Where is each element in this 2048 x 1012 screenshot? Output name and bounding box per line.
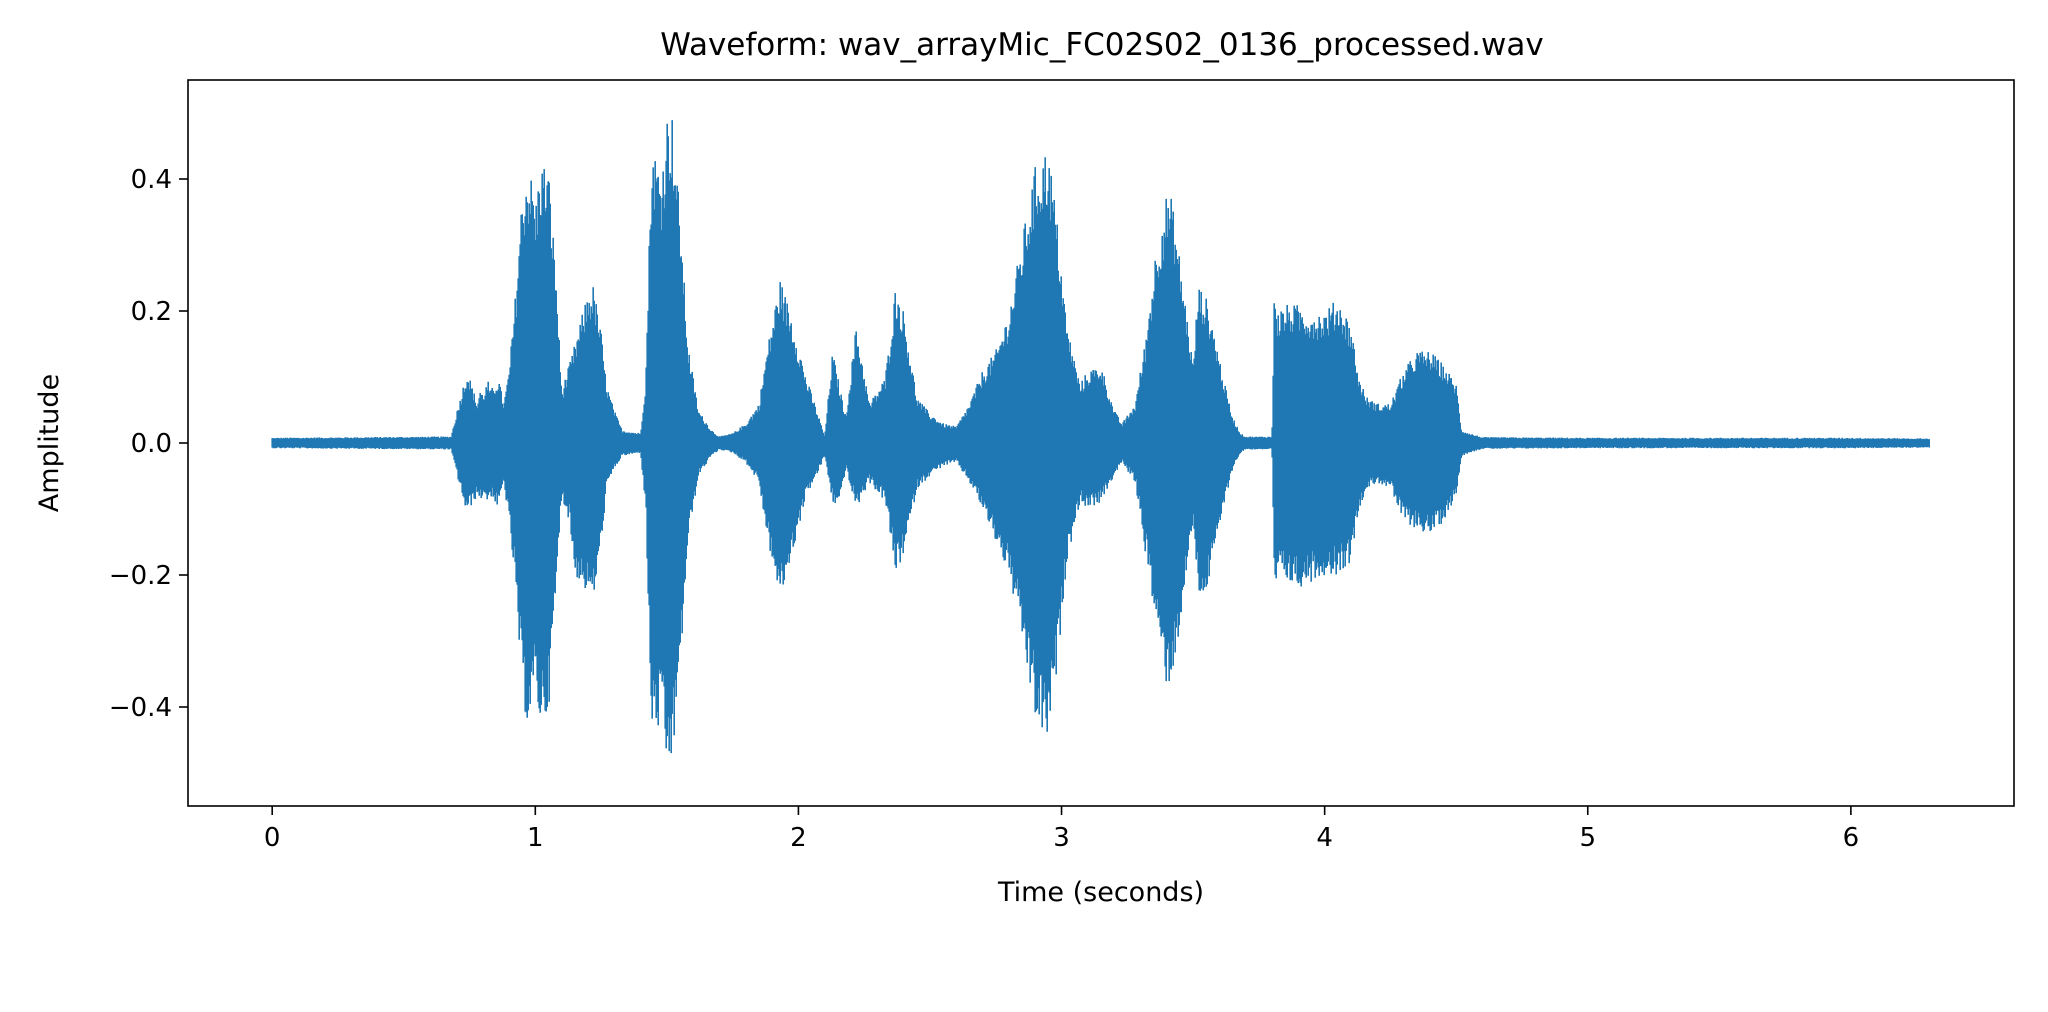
waveform-series — [271, 120, 1930, 754]
y-tick-label: 0.0 — [131, 429, 172, 459]
x-axis: 0 1 2 3 4 5 6 — [264, 806, 1859, 853]
y-tick-label: 0.4 — [131, 165, 172, 195]
x-tick-label: 2 — [790, 823, 807, 853]
x-tick-label: 3 — [1053, 823, 1070, 853]
x-tick-label: 0 — [264, 823, 281, 853]
x-tick-label: 5 — [1579, 823, 1596, 853]
x-axis-label: Time (seconds) — [997, 877, 1204, 908]
plot-area — [271, 120, 1930, 754]
y-tick-label: 0.2 — [131, 297, 172, 327]
y-tick-label: −0.4 — [109, 693, 172, 723]
chart-title: Waveform: wav_arrayMic_FC02S02_0136_proc… — [660, 27, 1543, 63]
x-tick-label: 1 — [527, 823, 544, 853]
y-tick-label: −0.2 — [109, 561, 172, 591]
y-axis: 0.4 0.2 0.0 −0.2 −0.4 — [109, 165, 188, 723]
x-tick-label: 6 — [1843, 823, 1860, 853]
x-tick-label: 4 — [1316, 823, 1333, 853]
y-axis-label: Amplitude — [34, 374, 65, 512]
